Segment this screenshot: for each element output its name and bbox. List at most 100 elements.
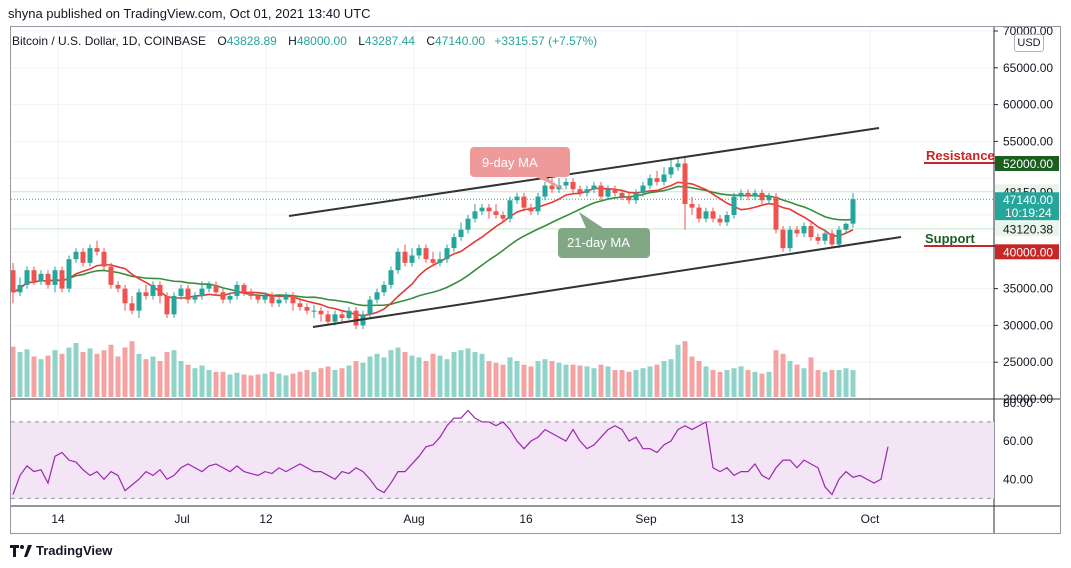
legend-open-label: O xyxy=(217,34,227,48)
volume-bar xyxy=(11,346,16,397)
candle-body xyxy=(514,196,520,201)
chart-canvas[interactable]: 9-day MA 21-day MA Resistance Support 70000.… xyxy=(11,27,1060,533)
candle-body xyxy=(332,314,338,322)
volume-bar xyxy=(850,370,856,397)
volume-bar xyxy=(157,361,163,397)
volume-bar xyxy=(171,350,177,397)
candle-body xyxy=(668,167,674,175)
candle-body xyxy=(451,237,457,249)
candle-body xyxy=(122,288,128,304)
candle-body xyxy=(584,189,590,193)
candle-body xyxy=(199,288,205,296)
volume-bar xyxy=(199,365,205,397)
volume-bar xyxy=(353,361,359,397)
candle-body xyxy=(381,284,387,293)
candle-body xyxy=(703,211,709,219)
volume-bar xyxy=(619,370,625,397)
ma9-callout-box xyxy=(470,147,570,191)
candle-body xyxy=(311,310,317,312)
volume-bar xyxy=(598,364,604,397)
volume-bar xyxy=(150,356,156,397)
volume-bar xyxy=(290,373,296,397)
candle-body xyxy=(773,196,779,230)
volume-bar xyxy=(731,368,737,397)
candle-body xyxy=(850,199,856,224)
volume-bar xyxy=(794,364,800,397)
volume-bar xyxy=(773,350,779,397)
volume-bar xyxy=(528,366,534,397)
volume-bar xyxy=(227,374,233,397)
candle-body xyxy=(633,192,639,201)
volume-bar xyxy=(346,365,352,397)
chart-frame[interactable]: 9-day MA 21-day MA Resistance Support 70000.… xyxy=(10,26,1061,534)
candle-body xyxy=(17,284,23,293)
volume-bar xyxy=(80,352,86,397)
volume-bar xyxy=(59,353,65,397)
volume-bar xyxy=(500,364,506,397)
volume-bar xyxy=(640,368,646,397)
volume-bar xyxy=(703,366,709,397)
currency-button[interactable]: USD xyxy=(1014,34,1044,52)
candle-body xyxy=(549,185,555,190)
candle-body xyxy=(87,248,93,263)
candle-body xyxy=(780,229,786,249)
volume-bar xyxy=(402,352,408,397)
candle-body xyxy=(52,270,58,285)
candle-body xyxy=(843,223,849,230)
volume-bar xyxy=(283,375,289,397)
candle-body xyxy=(353,310,359,326)
volume-bar xyxy=(780,353,786,397)
price-label-support: 40000.00 xyxy=(1003,245,1053,259)
volume-bar xyxy=(570,364,576,397)
candle-body xyxy=(486,207,492,212)
price-tick-label: 25000.00 xyxy=(1003,355,1053,369)
volume-bar xyxy=(549,361,555,397)
volume-bar xyxy=(262,373,268,397)
volume-bar xyxy=(325,366,331,397)
candle-body xyxy=(752,192,758,197)
volume-bar xyxy=(556,362,562,397)
symbol-legend: Bitcoin / U.S. Dollar, 1D, COINBASE O438… xyxy=(12,34,597,48)
volume-bar xyxy=(115,356,121,397)
candle-body xyxy=(563,181,569,186)
legend-low-label: L xyxy=(358,34,365,48)
volume-bar xyxy=(318,368,324,397)
candle-body xyxy=(45,273,51,285)
candle-body xyxy=(248,292,254,296)
price-label-box-low xyxy=(995,221,1059,237)
volume-bar xyxy=(122,347,128,397)
candle-body xyxy=(101,251,107,267)
volume-bar xyxy=(374,353,380,397)
volume-bar xyxy=(220,371,226,397)
tradingview-logo-text: TradingView xyxy=(36,543,113,558)
volume-bar xyxy=(276,373,282,397)
legend-close: 47140.00 xyxy=(435,34,486,48)
volume-bar xyxy=(808,357,814,397)
volume-bar xyxy=(521,364,527,397)
volume-bar xyxy=(612,370,618,397)
candle-body xyxy=(458,229,464,238)
volume-bar xyxy=(213,371,219,397)
candle-body xyxy=(129,303,135,311)
candle-body xyxy=(192,295,198,300)
volume-bar xyxy=(430,353,436,397)
volume-bar xyxy=(605,366,611,397)
price-tick-label: 20000.00 xyxy=(1003,392,1053,406)
rsi-line xyxy=(12,409,889,496)
volume-bar xyxy=(591,368,597,397)
volume-bar xyxy=(710,370,716,397)
volume-bar xyxy=(745,370,751,397)
volume-bar xyxy=(66,347,72,397)
candle-body xyxy=(675,163,681,168)
candle-body xyxy=(437,259,443,263)
price-label-countdown: 10:19:24 xyxy=(1005,206,1052,220)
candle-body xyxy=(59,270,65,289)
candle-body xyxy=(80,251,86,263)
candle-body xyxy=(346,310,352,319)
candle-body xyxy=(745,192,751,197)
volume-bar xyxy=(87,348,93,397)
volume-bar xyxy=(255,374,261,397)
tradingview-logo[interactable]: TradingView xyxy=(10,543,112,558)
volume-bar xyxy=(444,359,450,397)
candle-body xyxy=(283,295,289,300)
